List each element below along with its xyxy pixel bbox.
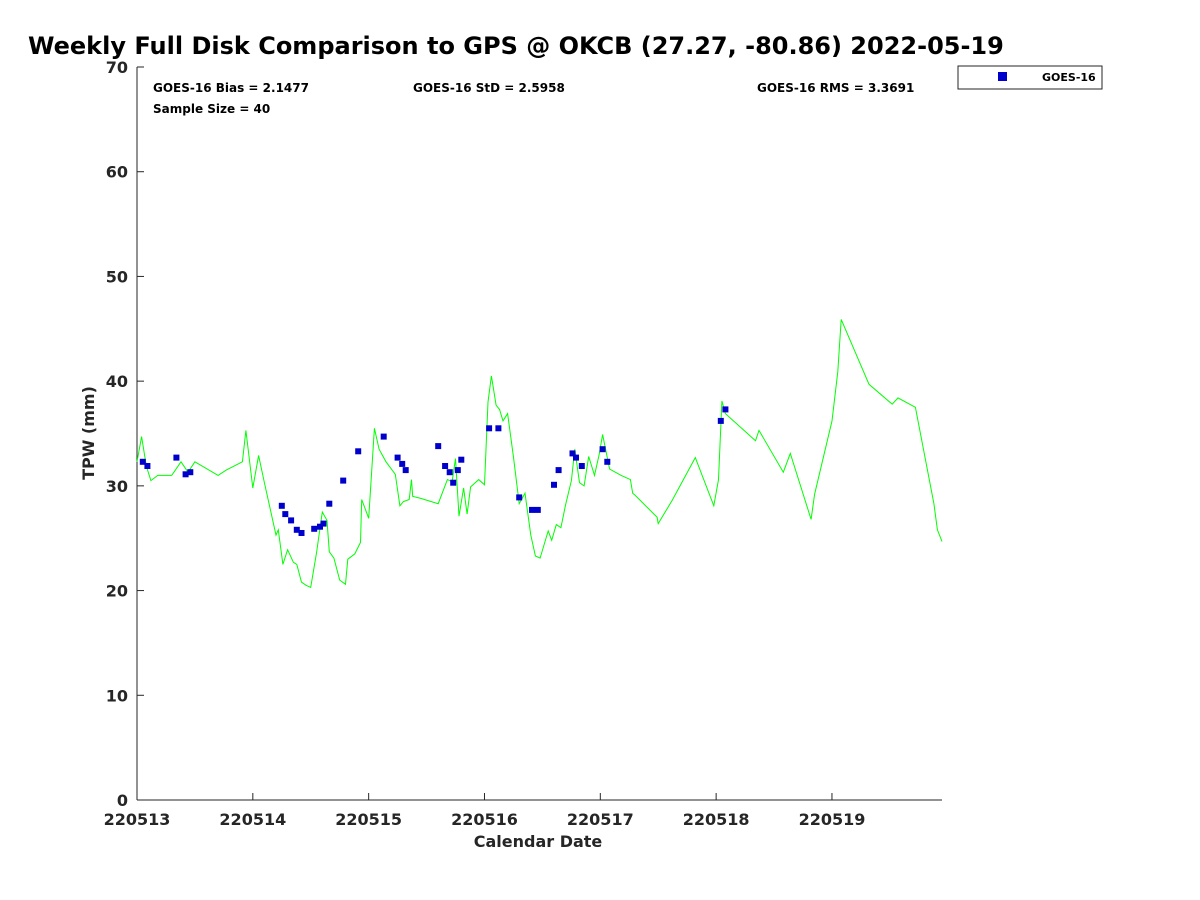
- goes-16-point: [486, 425, 493, 432]
- goes-16-point: [458, 456, 465, 463]
- goes-16-point: [298, 530, 305, 536]
- goes-16-point: [173, 454, 180, 461]
- goes-16-point: [516, 494, 523, 501]
- goes-16-point: [144, 463, 151, 469]
- goes-16-point: [551, 481, 557, 488]
- x-tick-label: 220515: [335, 810, 402, 829]
- x-tick-label: 220514: [219, 810, 286, 829]
- y-tick-label: 40: [106, 372, 128, 391]
- legend: GOES-16: [957, 65, 1103, 90]
- goes-16-point: [599, 446, 606, 453]
- goes-16-point: [187, 469, 194, 476]
- x-tick-label: 220519: [799, 810, 866, 829]
- goes-16-point: [394, 454, 401, 461]
- goes-16-point: [399, 460, 406, 467]
- goes-16-point: [529, 506, 535, 513]
- rms-stat: GOES-16 RMS = 3.3691: [757, 81, 914, 95]
- plot-area: 0 10 20 30 40 50 60 70 220513 220514 220515 220516…: [104, 58, 943, 829]
- legend-marker-goes-16: [998, 72, 1007, 81]
- x-tick-label: 220516: [451, 810, 518, 829]
- goes-16-point: [454, 467, 461, 474]
- y-tick-label: 10: [106, 686, 128, 705]
- goes-16-point: [139, 458, 146, 465]
- y-tick-label: 0: [117, 791, 128, 810]
- goes-16-point: [722, 406, 729, 413]
- gps-series-line: [136, 319, 943, 589]
- goes-16-point: [569, 450, 576, 457]
- goes-16-point: [355, 448, 362, 455]
- x-tick-label: 220513: [104, 810, 171, 829]
- goes-16-point: [293, 526, 300, 533]
- y-tick-label: 30: [106, 477, 128, 496]
- goes-16-point: [495, 425, 502, 432]
- y-tick-label: 20: [106, 582, 128, 601]
- goes-16-point: [320, 520, 327, 527]
- legend-label-goes-16: GOES-16: [1042, 71, 1096, 84]
- goes-16-point: [442, 463, 449, 469]
- y-tick-label: 70: [106, 58, 128, 77]
- y-tick-label: 50: [106, 267, 128, 286]
- goes-16-point: [573, 454, 579, 461]
- y-tick-label: 60: [106, 163, 128, 182]
- goes-16-point: [182, 471, 189, 478]
- goes-16-point: [380, 433, 387, 440]
- x-axis-label: Calendar Date: [474, 832, 603, 851]
- x-ticks: 220513 220514 220515 220516 220517 220518 2205…: [104, 793, 866, 829]
- goes-16-point: [450, 479, 457, 486]
- goes-16-point: [435, 443, 442, 450]
- chart-title: Weekly Full Disk Comparison to GPS @ OKC…: [28, 32, 1004, 60]
- goes-16-point: [555, 467, 562, 474]
- goes-16-point: [311, 525, 318, 532]
- goes-16-point: [604, 458, 611, 465]
- goes-16-point: [282, 511, 289, 518]
- sample-size-stat: Sample Size = 40: [153, 102, 270, 116]
- goes-16-points: [139, 406, 729, 536]
- y-ticks: 0 10 20 30 40 50 60 70: [106, 58, 144, 810]
- x-tick-label: 220517: [567, 810, 634, 829]
- std-stat: GOES-16 StD = 2.5958: [413, 81, 565, 95]
- y-axis-label: TPW (mm): [79, 386, 98, 480]
- goes-16-point: [534, 506, 541, 513]
- bias-stat: GOES-16 Bias = 2.1477: [153, 81, 309, 95]
- goes-16-point: [446, 469, 453, 476]
- goes-16-point: [317, 523, 323, 530]
- goes-16-point: [340, 477, 347, 484]
- goes-16-point: [278, 502, 285, 509]
- goes-16-point: [402, 467, 409, 474]
- legend-box: [957, 65, 1103, 90]
- goes-16-point: [288, 517, 295, 524]
- goes-16-point: [717, 417, 724, 424]
- x-tick-label: 220518: [683, 810, 750, 829]
- goes-16-point: [578, 463, 585, 469]
- goes-16-point: [326, 500, 333, 507]
